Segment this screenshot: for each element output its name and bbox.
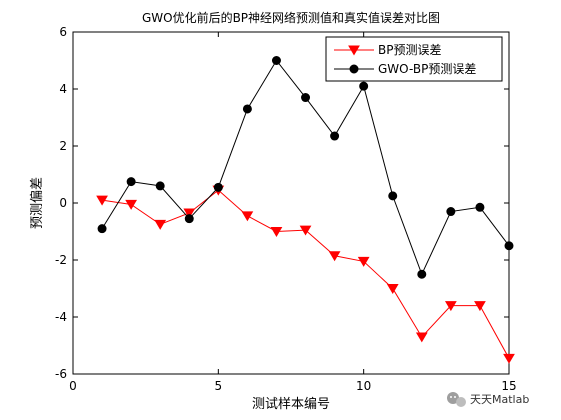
- series-1: [96, 185, 515, 364]
- data-point: [444, 301, 457, 312]
- y-tick-label: -6: [55, 367, 67, 381]
- data-point: [330, 131, 340, 141]
- data-point: [126, 177, 136, 187]
- y-tick-label: 0: [59, 196, 67, 210]
- data-point: [415, 332, 428, 343]
- y-tick-label: -2: [55, 253, 67, 267]
- data-point: [359, 81, 369, 91]
- legend-label: GWO-BP预测误差: [378, 62, 476, 76]
- data-point: [184, 214, 194, 224]
- chart-title: GWO优化前后的BP神经网络预测值和真实值误差对比图: [142, 10, 440, 25]
- data-point: [475, 202, 485, 212]
- data-point: [154, 219, 167, 230]
- y-tick-label: 2: [59, 139, 67, 153]
- wechat-icon: [447, 392, 466, 407]
- series-2: [97, 56, 514, 279]
- data-point: [328, 251, 341, 262]
- x-axis-title: 测试样本编号: [252, 397, 330, 412]
- data-point: [357, 256, 370, 267]
- y-tick-label: 6: [59, 25, 67, 39]
- watermark: 天天Matlab: [447, 392, 529, 407]
- watermark-text: 天天Matlab: [470, 393, 529, 406]
- data-point: [242, 104, 252, 114]
- data-point: [271, 56, 281, 65]
- data-point: [183, 208, 196, 219]
- data-point: [301, 93, 311, 103]
- data-point: [96, 195, 108, 206]
- data-point: [504, 241, 514, 251]
- data-point: [155, 181, 165, 191]
- legend-marker: [349, 64, 359, 74]
- data-point: [386, 284, 399, 294]
- legend-label: BP预测误差: [378, 43, 441, 57]
- data-point: [270, 227, 283, 237]
- x-tick-label: 15: [501, 379, 516, 393]
- data-point: [241, 211, 254, 222]
- legend-box: [325, 36, 503, 82]
- data-point: [474, 301, 486, 312]
- y-axis-title: 预测偏差: [30, 177, 45, 229]
- data-point: [213, 182, 223, 192]
- y-tick-label: -4: [55, 310, 67, 324]
- legend-item: GWO-BP预测误差: [334, 62, 476, 76]
- data-point: [97, 224, 107, 234]
- x-tick-label: 0: [69, 379, 77, 393]
- legend-marker: [348, 45, 360, 56]
- x-tick-label: 10: [356, 379, 371, 393]
- legend-item: BP预测误差: [334, 43, 441, 57]
- data-point: [125, 199, 138, 210]
- data-point: [417, 269, 427, 279]
- y-tick-label: 4: [59, 82, 67, 96]
- plot-area: [72, 31, 510, 375]
- data-point: [299, 225, 312, 236]
- data-point: [446, 207, 456, 217]
- x-tick-label: 5: [215, 379, 223, 393]
- data-point: [388, 191, 398, 201]
- data-point: [503, 353, 515, 364]
